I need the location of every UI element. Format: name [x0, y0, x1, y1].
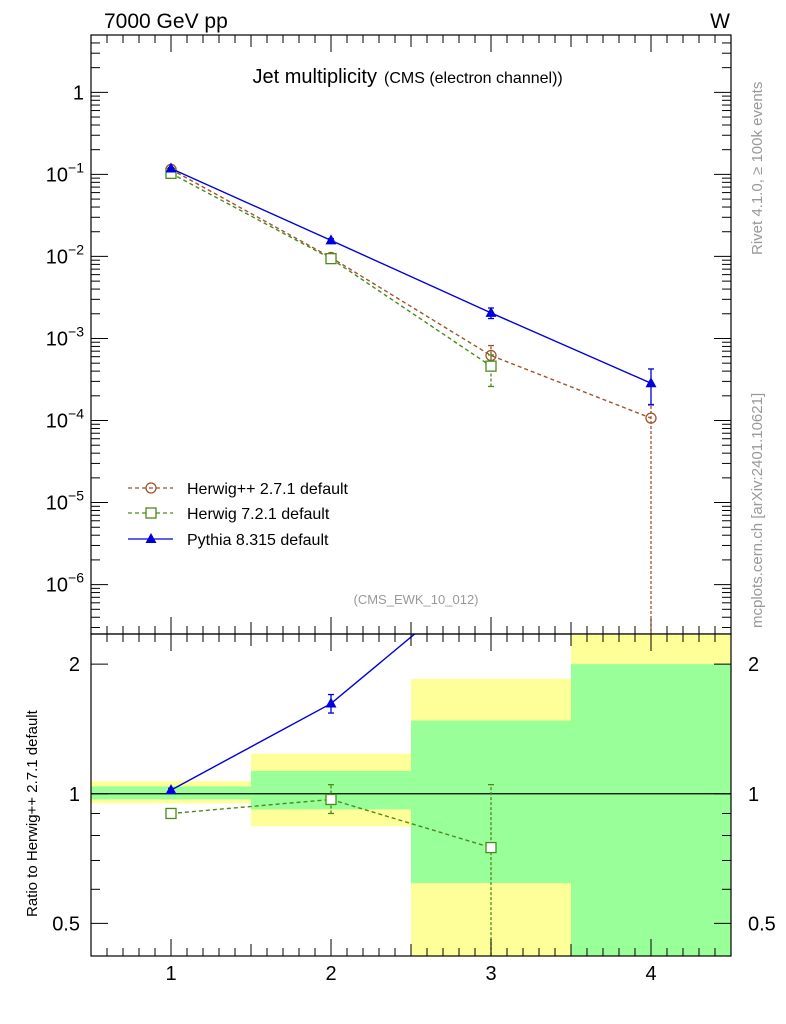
main-herwigpp-point — [645, 412, 657, 424]
mcplots-label: mcplots.cern.ch [arXiv:2401.10621] — [749, 393, 766, 628]
main-pythia-line — [170, 167, 652, 384]
legend-marker-herwigpp — [145, 482, 157, 494]
ratio-axis-ticks — [90, 634, 732, 956]
x-tick-label: 4 — [645, 963, 656, 985]
ratio-series-herwig7 — [165, 784, 497, 956]
main-y-tick-label: 10−2 — [46, 241, 84, 268]
analysis-watermark: (CMS_EWK_10_012) — [354, 592, 479, 607]
main-pythia-point — [645, 377, 657, 388]
x-tick-label: 3 — [485, 963, 496, 985]
ratio-band-green — [571, 664, 731, 956]
legend-label-pythia: Pythia 8.315 default — [187, 532, 329, 549]
header-left: 7000 GeV pp — [104, 10, 228, 33]
main-y-tick-labels: 10−6 10−5 10−4 10−3 10−2 10−1 1 — [46, 82, 84, 596]
main-series-pythia — [165, 162, 657, 406]
main-y-tick-label: 1 — [73, 82, 84, 104]
main-series-group — [165, 162, 657, 634]
legend-marker-pythia — [145, 533, 157, 543]
x-tick-label: 1 — [165, 963, 176, 985]
ratio-band-green — [411, 720, 571, 884]
ratio-series-group — [165, 565, 497, 956]
chart-subtitle: (CMS (electron channel)) — [384, 70, 563, 87]
ratio-y-axis-label: Ratio to Herwig++ 2.7.1 default — [24, 709, 41, 917]
legend-item-herwigpp: Herwig++ 2.7.1 default — [128, 481, 349, 498]
ratio-y-tick-label-right: 1 — [748, 784, 759, 806]
legend-marker-herwig7 — [145, 507, 157, 519]
main-y-tick-label: 10−1 — [46, 159, 84, 186]
main-y-tick-label: 10−3 — [46, 323, 84, 350]
ratio-herwig7-point — [325, 793, 337, 806]
main-herwig7-point — [325, 252, 337, 265]
legend-label-herwig7: Herwig 7.2.1 default — [187, 506, 330, 523]
legend: Herwig++ 2.7.1 default Herwig 7.2.1 defa… — [128, 481, 349, 549]
x-tick-labels: 1 2 3 4 — [165, 963, 656, 985]
ratio-plot-frame — [90, 633, 732, 957]
ratio-y-tick-label-left: 0.5 — [52, 913, 80, 935]
x-tick-label: 2 — [325, 963, 336, 985]
rivet-label: Rivet 4.1.0, ≥ 100k events — [749, 82, 766, 255]
ratio-y-tick-label-left: 1 — [69, 784, 80, 806]
main-pythia-point — [325, 234, 337, 245]
main-pythia-point — [165, 162, 177, 173]
legend-item-herwig7: Herwig 7.2.1 default — [128, 506, 330, 523]
main-herwigpp-line — [170, 168, 652, 419]
main-pythia-point — [485, 306, 497, 317]
main-herwig7-point — [485, 360, 497, 372]
ratio-herwig7-point — [165, 807, 177, 820]
ratio-herwig7-point — [485, 841, 497, 854]
ratio-pythia-point — [486, 565, 497, 575]
legend-label-herwigpp: Herwig++ 2.7.1 default — [187, 481, 349, 498]
main-series-herwig7 — [165, 167, 497, 388]
ratio-pythia-point — [165, 784, 177, 795]
ratio-y-tick-labels: 0.5 0.5 1 1 2 2 — [52, 654, 776, 935]
ratio-pythia-point — [325, 697, 337, 708]
main-y-tick-label: 10−6 — [46, 570, 84, 597]
main-herwig7-line — [170, 172, 492, 367]
header-right: W — [710, 10, 730, 33]
ratio-uncertainty-bands — [91, 634, 731, 956]
legend-item-pythia: Pythia 8.315 default — [128, 532, 329, 549]
main-series-herwigpp — [165, 163, 657, 634]
ratio-y-tick-label-left: 2 — [69, 654, 80, 676]
chart-title: Jet multiplicity — [253, 66, 377, 88]
main-axis-ticks — [90, 34, 732, 634]
main-y-tick-label: 10−4 — [46, 406, 84, 433]
ratio-y-tick-label-right: 0.5 — [748, 913, 776, 935]
ratio-series-pythia — [165, 565, 497, 795]
ratio-plot-panel: 0.5 0.5 1 1 2 2 1 2 3 4 Ratio to Herwig++ 2.7.1 … — [24, 565, 776, 985]
main-plot-panel: 10−6 10−5 10−4 10−3 10−2 10−1 1 Jet multiplici… — [46, 34, 732, 635]
main-y-tick-label: 10−5 — [46, 488, 84, 515]
ratio-y-tick-label-right: 2 — [748, 654, 759, 676]
